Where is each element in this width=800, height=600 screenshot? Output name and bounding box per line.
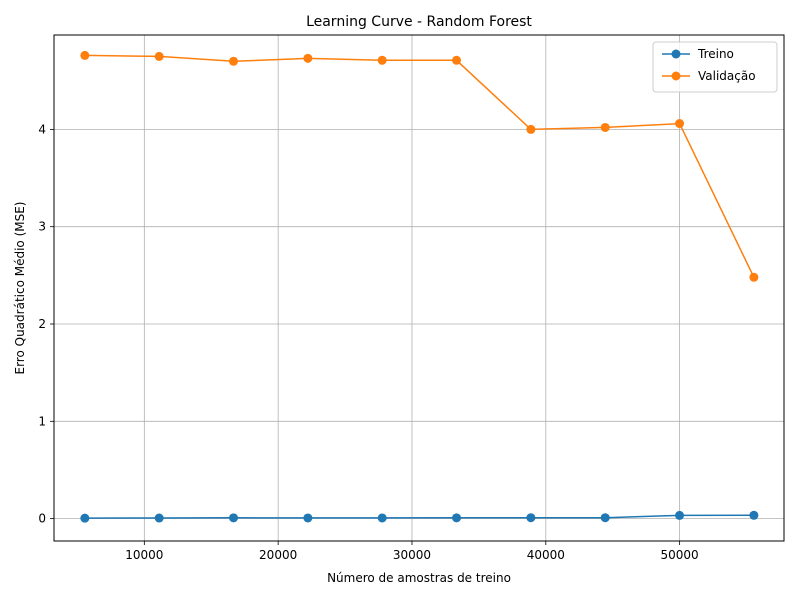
data-point-valida-o: [526, 124, 536, 134]
data-point-treino: [303, 513, 313, 523]
data-point-valida-o: [377, 55, 387, 65]
data-point-treino: [377, 513, 387, 523]
legend-swatch-marker: [671, 71, 681, 81]
data-point-treino: [229, 513, 239, 523]
data-point-valida-o: [154, 51, 164, 61]
x-axis-label: Número de amostras de treino: [327, 571, 511, 585]
y-axis-label: Erro Quadrático Médio (MSE): [13, 202, 27, 375]
data-point-treino: [154, 513, 164, 523]
data-point-treino: [749, 510, 759, 520]
data-point-valida-o: [229, 56, 239, 66]
data-point-valida-o: [749, 272, 759, 282]
x-tick-label: 20000: [259, 548, 297, 562]
x-tick-label: 10000: [125, 548, 163, 562]
plot-frame: [53, 34, 785, 542]
x-tick-label: 50000: [661, 548, 699, 562]
y-tick-label: 3: [38, 220, 46, 234]
data-point-valida-o: [303, 53, 313, 63]
data-point-treino: [675, 510, 685, 520]
data-point-treino: [452, 513, 462, 523]
x-tick-label: 40000: [527, 548, 565, 562]
legend-label: Validação: [698, 69, 756, 83]
data-point-treino: [600, 513, 610, 523]
legend: Treino Validação: [652, 41, 778, 93]
data-point-valida-o: [80, 50, 90, 60]
y-tick-label: 2: [38, 317, 46, 331]
grid: [54, 35, 784, 541]
data-point-valida-o: [675, 119, 685, 129]
chart-title: Learning Curve - Random Forest: [306, 14, 532, 30]
data-point-treino: [526, 513, 536, 523]
legend-label: Treino: [697, 47, 734, 61]
y-tick-label: 0: [38, 512, 46, 526]
y-tick-label: 4: [38, 122, 46, 136]
data-point-valida-o: [600, 122, 610, 132]
legend-swatch-marker: [671, 49, 681, 59]
data-point-treino: [80, 513, 90, 523]
axis-ticks: 10000 20000 30000 40000 50000 0 1 2 3 4: [38, 122, 698, 562]
series-layer: [80, 50, 759, 523]
series-line-valida-o: [84, 54, 755, 278]
x-tick-label: 30000: [393, 548, 431, 562]
y-tick-label: 1: [38, 414, 46, 428]
series-line-treino: [84, 514, 754, 519]
data-point-valida-o: [452, 55, 462, 65]
